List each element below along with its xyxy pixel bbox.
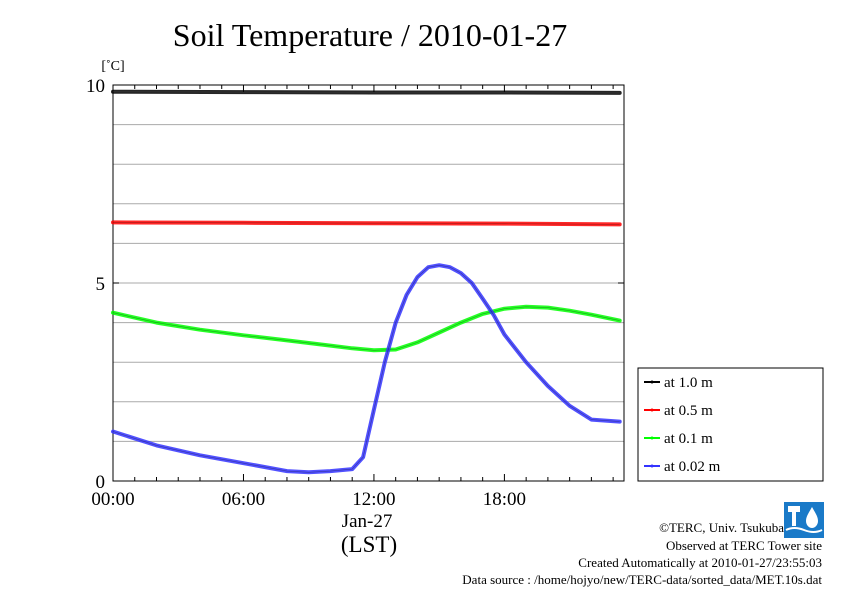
legend: at 1.0 m at 0.5 m at 0.1 m at 0.02 m bbox=[637, 367, 824, 482]
series-line-core bbox=[112, 222, 620, 225]
series-line-core bbox=[112, 306, 620, 351]
series-line bbox=[111, 220, 622, 227]
terc-logo-icon bbox=[784, 502, 824, 538]
y-axis-ticks: 0 5 10 bbox=[86, 76, 624, 493]
series-line-core bbox=[112, 91, 620, 94]
legend-marker bbox=[650, 464, 654, 468]
series-lines bbox=[111, 89, 622, 475]
series-line bbox=[111, 304, 622, 353]
y-axis-unit-label: [˚C] bbox=[101, 59, 124, 74]
legend-label: at 0.1 m bbox=[664, 431, 713, 447]
y-tick-label: 5 bbox=[96, 274, 106, 295]
legend-label: at 1.0 m bbox=[664, 375, 713, 391]
data-source-text: Data source : /home/hojyo/new/TERC-data/… bbox=[462, 572, 822, 587]
legend-label: at 0.02 m bbox=[664, 459, 721, 475]
date-label: Jan-27 bbox=[342, 511, 393, 532]
series-line-core bbox=[112, 264, 620, 473]
copyright-text: ©TERC, Univ. Tsukuba bbox=[659, 520, 784, 535]
legend-box bbox=[637, 367, 824, 482]
x-tick-label: 18:00 bbox=[483, 489, 526, 510]
x-axis-ticks: 00:00 06:00 12:00 18:00 bbox=[91, 85, 614, 510]
legend-label: at 0.5 m bbox=[664, 403, 713, 419]
legend-marker bbox=[650, 408, 654, 412]
y-tick-label: 10 bbox=[86, 76, 105, 97]
x-axis-label: (LST) bbox=[341, 532, 397, 557]
grid-lines bbox=[113, 124, 624, 442]
series-line bbox=[111, 89, 622, 95]
legend-marker bbox=[650, 380, 654, 384]
created-text: Created Automatically at 2010-01-27/23:5… bbox=[578, 555, 822, 570]
chart-title: Soil Temperature / 2010-01-27 bbox=[173, 17, 567, 53]
y-tick-label: 0 bbox=[96, 472, 106, 493]
observed-text: Observed at TERC Tower site bbox=[665, 538, 822, 553]
series-line bbox=[111, 263, 622, 475]
legend-marker bbox=[650, 436, 654, 440]
x-tick-label: 12:00 bbox=[352, 489, 395, 510]
x-tick-label: 06:00 bbox=[222, 489, 265, 510]
x-tick-label: 00:00 bbox=[91, 489, 134, 510]
